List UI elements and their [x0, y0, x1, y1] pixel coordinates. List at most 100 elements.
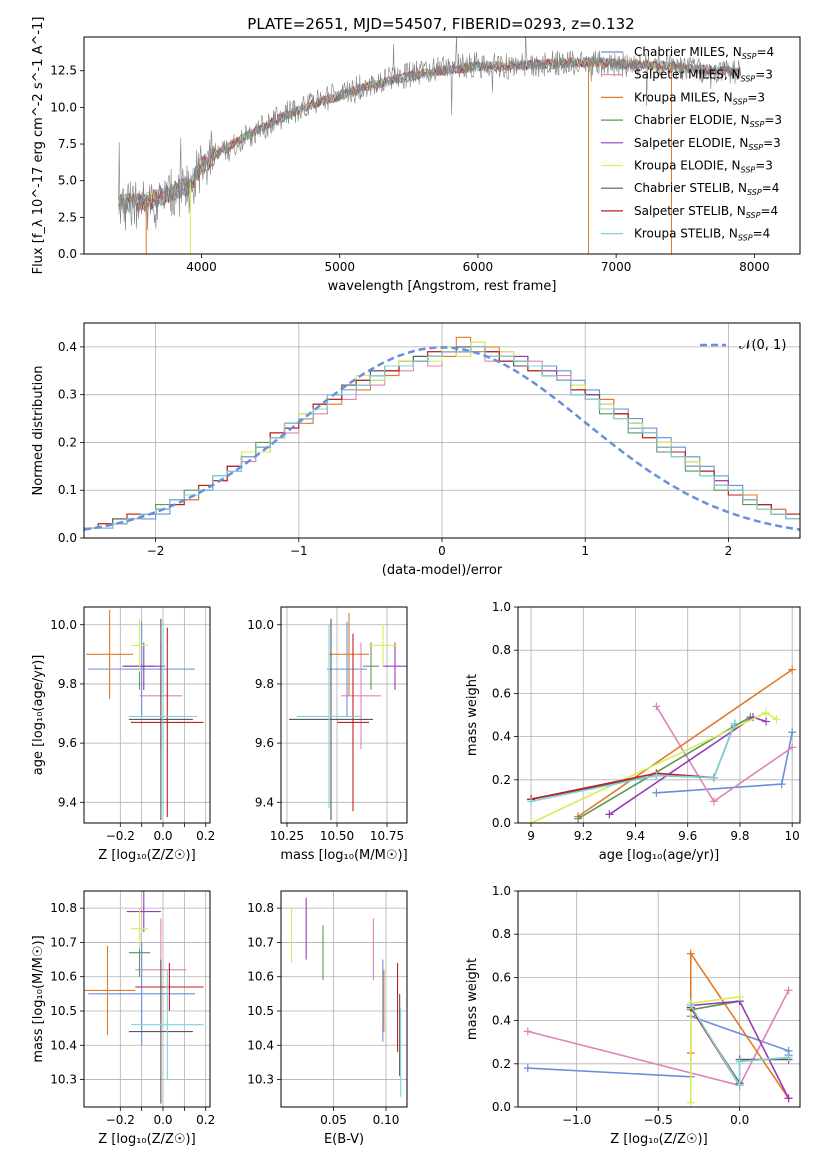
y-tick-label: 0.6 [492, 686, 511, 700]
x-tick-label: 9.6 [678, 829, 697, 843]
y-tick-label: 10.8 [50, 901, 77, 915]
y-tick-label: 9.6 [58, 736, 77, 750]
x-axis-label: Z [log₁₀(Z/Z☉)] [610, 1132, 707, 1147]
weight-marker [735, 1081, 744, 1090]
legend-label: Salpeter ELODIE, NSSP=3 [634, 136, 781, 152]
weight-marker [523, 1064, 532, 1073]
y-tick-label: 1.0 [492, 884, 511, 898]
x-tick-label: 0.10 [373, 1113, 400, 1127]
y-tick-label: 9.8 [58, 677, 77, 691]
y-tick-label: 9.4 [58, 795, 77, 809]
panel-age_vs_Z: −0.2 0.0 0.2 9.4 9.6 9.8 10.0 Z [log₁₀(Z/Z☉)] ag… [31, 606, 215, 863]
panel-age_vs_mass: 10.25 10.50 10.75 9.4 9.6 9.8 10.0 mass [log₁₀(… [247, 606, 408, 863]
x-tick-label: 9.2 [574, 829, 593, 843]
data-spectrum-line [118, 37, 741, 231]
y-tick-label: 5.0 [58, 174, 77, 188]
x-tick-label: −0.2 [106, 829, 135, 843]
weight-marker [527, 797, 536, 806]
weight-marker [686, 1001, 695, 1010]
weight-marker [523, 1027, 532, 1036]
weight-marker [686, 1098, 695, 1107]
axes-frame [83, 890, 211, 1108]
axes-frame [83, 36, 801, 255]
x-tick-label: 9 [527, 829, 535, 843]
legend-label: Kroupa STELIB, NSSP=4 [634, 227, 770, 243]
weight-line-kroupa-stelib [530, 723, 736, 803]
y-tick-label: 10.6 [50, 970, 77, 984]
legend-label: Chabrier STELIB, NSSP=4 [634, 181, 779, 197]
plot-area [290, 897, 402, 1097]
plot-area [84, 336, 800, 531]
weight-marker [605, 810, 614, 819]
y-tick-label: 0.3 [58, 388, 77, 402]
y-tick-label: 10.7 [50, 935, 77, 949]
weight-marker [735, 1057, 744, 1066]
x-tick-label: 0.0 [730, 1113, 749, 1127]
y-tick-label: 10.0 [50, 618, 77, 632]
x-tick-label: −2 [147, 544, 165, 558]
x-tick-label: 9.8 [730, 829, 749, 843]
weight-marker [527, 819, 536, 823]
y-tick-label: 10.4 [247, 1038, 274, 1052]
x-tick-label: 10.25 [270, 829, 304, 843]
weight-marker [652, 788, 661, 797]
x-tick-label: 0 [438, 544, 446, 558]
weight-marker [784, 1094, 793, 1103]
weight-marker [574, 814, 583, 823]
x-axis-label: mass [log₁₀(M/M☉)] [280, 848, 407, 863]
weight-marker [788, 728, 797, 737]
y-tick-label: 9.8 [255, 677, 274, 691]
x-tick-label: 0.0 [153, 1113, 172, 1127]
plot-area [84, 891, 204, 1104]
x-tick-label: −0.5 [644, 1113, 673, 1127]
panel-mass_weight_vs_Z: −1.0 −0.5 0.0 0.0 0.2 0.4 0.6 0.8 1.0 Z [log₁₀(Z/… [465, 884, 801, 1147]
panel-spectrum: 4000 5000 6000 7000 8000 0.0 2.5 5.0 7.5 10.0 12.5… [31, 17, 801, 294]
y-axis-label: mass weight [465, 958, 480, 1040]
y-tick-label: 10.0 [50, 100, 77, 114]
x-tick-label: 10.75 [370, 829, 404, 843]
plot-area [527, 665, 797, 823]
weight-marker [762, 708, 771, 717]
y-tick-label: 10.0 [247, 618, 274, 632]
weight-line-kroupa-elodie [689, 996, 740, 1103]
weight-marker [772, 715, 781, 724]
y-tick-label: 0.2 [492, 1057, 511, 1071]
x-axis-label: Z [log₁₀(Z/Z☉)] [98, 848, 195, 863]
axes-frame [83, 322, 801, 539]
y-axis-label: Flux [f_λ 10^-17 erg cm^-2 s^-1 A^-1] [31, 17, 46, 275]
x-tick-label: 0.2 [196, 829, 215, 843]
x-tick-label: 0.2 [196, 1113, 215, 1127]
weight-marker [784, 986, 793, 995]
x-axis-label: (data-model)/error [382, 563, 503, 578]
plot-area [289, 612, 407, 821]
plot-area [523, 949, 793, 1107]
y-tick-label: 10.3 [247, 1073, 274, 1087]
x-tick-label: −1.0 [562, 1113, 591, 1127]
y-tick-label: 7.5 [58, 137, 77, 151]
weight-marker [686, 949, 695, 958]
weight-line-kroupa-stelib [690, 1005, 789, 1089]
axes-frame [83, 606, 211, 824]
x-tick-label: 0.05 [320, 1113, 347, 1127]
x-axis-label: wavelength [Angstrom, rest frame] [328, 279, 557, 294]
legend-label: Kroupa ELODIE, NSSP=3 [634, 159, 773, 175]
y-tick-label: 0.2 [58, 435, 77, 449]
y-tick-label: 10.7 [247, 935, 274, 949]
y-tick-label: 0.0 [58, 247, 77, 261]
legend-label: 𝒩(0, 1) [739, 338, 786, 353]
y-tick-label: 12.5 [50, 64, 77, 78]
weight-marker [730, 719, 739, 728]
weight-marker [652, 771, 661, 780]
x-tick-label: 9.4 [626, 829, 645, 843]
legend-label: Chabrier MILES, NSSP=4 [634, 45, 774, 61]
weight-marker [762, 717, 771, 726]
x-tick-label: 7000 [601, 260, 632, 274]
y-axis-label: age [log₁₀(age/yr)] [31, 655, 46, 776]
x-axis-label: Z [log₁₀(Z/Z☉)] [98, 1132, 195, 1147]
x-tick-label: 1 [581, 544, 589, 558]
axes-frame [517, 606, 801, 824]
y-tick-label: 10.3 [50, 1073, 77, 1087]
legend-label: Salpeter STELIB, NSSP=4 [634, 204, 778, 220]
x-tick-label: 4000 [186, 260, 217, 274]
